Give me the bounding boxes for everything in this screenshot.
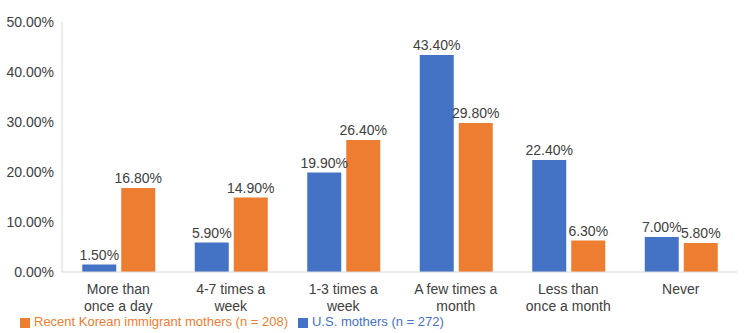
svg-text:5.80%: 5.80% [681,225,721,241]
svg-text:Never: Never [662,281,700,297]
svg-text:29.80%: 29.80% [452,105,499,121]
html-text:U.S. mothers (n = 272): U.S. mothers (n = 272) [312,314,444,329]
svg-text:Less thanonce a month: Less thanonce a month [526,281,611,314]
svg-text:4-7 times aweek: 4-7 times aweek [196,281,265,314]
svg-text:40.00%: 40.00% [8,64,54,80]
svg-text:More thanonce a day: More thanonce a day [84,281,153,314]
svg-text:43.40%: 43.40% [413,37,460,53]
svg-text:22.40%: 22.40% [526,142,573,158]
svg-text:6.30%: 6.30% [568,223,608,239]
svg-text:19.90%: 19.90% [301,155,348,171]
svg-text:1-3 times aweek: 1-3 times aweek [309,281,378,314]
svg-text:1.50%: 1.50% [79,247,119,263]
html-text:Recent Korean immigrant mother: Recent Korean immigrant mothers (n = 208… [34,314,288,329]
svg-text:7.00%: 7.00% [642,219,682,235]
svg-text:14.90%: 14.90% [227,180,274,196]
svg-text:A few times amonth: A few times amonth [414,281,497,314]
svg-text:16.80%: 16.80% [115,170,162,186]
svg-text:50.00%: 50.00% [8,14,54,30]
svg-text:10.00%: 10.00% [8,214,54,230]
svg-text:20.00%: 20.00% [8,164,54,180]
svg-text:30.00%: 30.00% [8,114,54,130]
svg-text:5.90%: 5.90% [192,225,232,241]
svg-text:26.40%: 26.40% [340,122,387,138]
svg-text:0.00%: 0.00% [14,264,54,280]
